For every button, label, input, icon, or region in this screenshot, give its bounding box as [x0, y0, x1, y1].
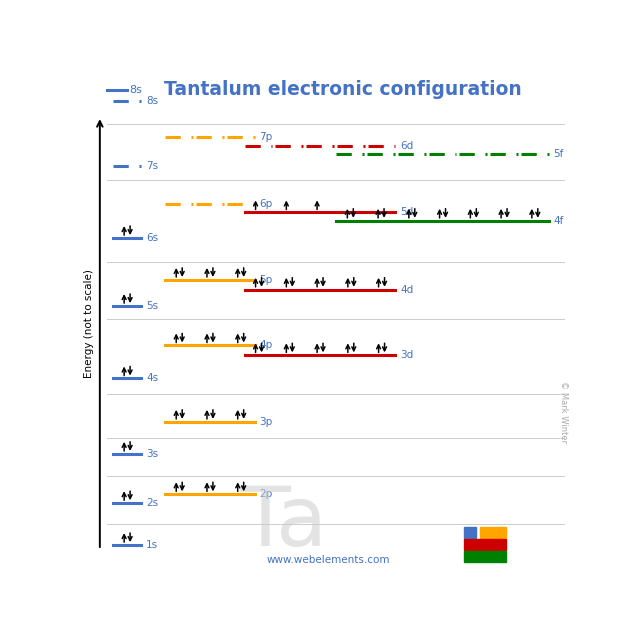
Text: 2p: 2p	[260, 489, 273, 499]
Text: 8s: 8s	[146, 97, 158, 106]
Text: Tantalum electronic configuration: Tantalum electronic configuration	[164, 79, 522, 99]
Text: 3p: 3p	[260, 417, 273, 427]
Text: © Mark Winter: © Mark Winter	[559, 381, 568, 443]
Text: 7s: 7s	[146, 161, 158, 170]
Text: 6d: 6d	[401, 141, 413, 151]
Text: 7p: 7p	[260, 132, 273, 142]
Text: 1s: 1s	[146, 540, 158, 550]
Text: 5d: 5d	[401, 207, 413, 218]
Text: Energy (not to scale): Energy (not to scale)	[84, 269, 94, 378]
Text: 5p: 5p	[260, 275, 273, 285]
Text: 3d: 3d	[401, 350, 413, 360]
Text: 3s: 3s	[146, 449, 158, 459]
Text: Ta: Ta	[239, 483, 328, 563]
Text: 4f: 4f	[554, 216, 564, 226]
Text: 4p: 4p	[260, 340, 273, 350]
Text: 4d: 4d	[401, 285, 413, 294]
Bar	[480, 527, 506, 538]
Text: 6s: 6s	[146, 233, 158, 243]
Bar	[465, 527, 476, 538]
Text: 5s: 5s	[146, 301, 158, 311]
Text: 2s: 2s	[146, 498, 158, 508]
Bar	[465, 551, 506, 561]
Text: www.webelements.com: www.webelements.com	[266, 555, 390, 564]
Text: 8s: 8s	[129, 85, 143, 95]
Text: 6p: 6p	[260, 199, 273, 209]
Text: 5f: 5f	[554, 149, 564, 159]
Bar	[465, 539, 506, 550]
Text: 4s: 4s	[146, 373, 158, 383]
